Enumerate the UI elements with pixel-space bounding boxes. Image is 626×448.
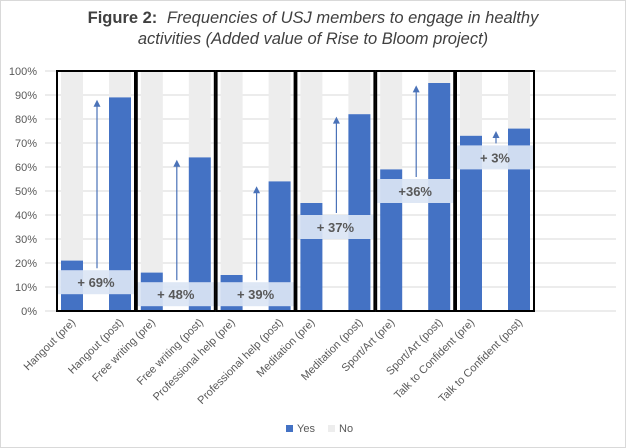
change-label: + 37% xyxy=(317,220,355,235)
chart-title-text: Frequencies of USJ members to engage in … xyxy=(167,9,540,27)
bar-no xyxy=(348,71,371,115)
bar-no xyxy=(428,71,451,83)
annotations: + 69% + 48% + 39% + 37% +36% + 3% xyxy=(56,70,535,312)
y-tick-label: 100% xyxy=(9,66,37,78)
legend-label: Yes xyxy=(297,423,315,435)
legend: Yes No xyxy=(286,423,353,435)
group-box xyxy=(295,70,376,312)
arrow-head xyxy=(412,85,420,93)
y-axis-ticks: 0% 10% 20% 30% 40% 50% 60% 70% 80% 90% 100% xyxy=(9,66,37,318)
highlight-band xyxy=(296,215,375,239)
legend-swatch xyxy=(286,425,293,432)
arrow-head xyxy=(492,131,500,138)
change-label: +36% xyxy=(398,184,432,199)
group-box xyxy=(135,70,216,312)
group-box xyxy=(375,70,456,312)
change-label: + 48% xyxy=(157,287,195,302)
bar-no xyxy=(188,71,211,158)
figure-number: Figure 2: xyxy=(88,9,158,27)
bar-yes xyxy=(348,114,371,311)
y-tick-label: 70% xyxy=(15,138,37,150)
highlight-band xyxy=(57,270,135,295)
bar-yes xyxy=(508,128,530,311)
bar-no xyxy=(109,71,131,98)
bar-no xyxy=(380,71,403,170)
y-tick-label: 20% xyxy=(15,258,37,270)
group-box xyxy=(56,70,136,312)
bar-no xyxy=(300,71,323,203)
highlight-band xyxy=(456,145,534,170)
x-axis-labels: Hangout (pre)Hangout (post)Free writing … xyxy=(22,317,525,407)
change-label: + 3% xyxy=(480,150,510,165)
arrow-head xyxy=(253,186,261,194)
bar-yes xyxy=(380,169,403,311)
y-tick-label: 60% xyxy=(15,162,37,174)
chart-title-line2: activities (Added value of Rise to Bloom… xyxy=(138,30,488,48)
change-label: + 39% xyxy=(237,287,275,302)
legend-label: No xyxy=(339,423,353,435)
arrow-head xyxy=(93,99,101,107)
bar-no xyxy=(61,71,83,261)
highlight-band xyxy=(376,179,455,203)
y-tick-label: 40% xyxy=(15,210,37,222)
highlight-band xyxy=(216,282,295,307)
arrow-head xyxy=(173,159,181,167)
chart-title-line1: Figure 2: Frequencies of USJ members to … xyxy=(88,9,540,27)
bar-no xyxy=(220,71,243,275)
bar-no xyxy=(460,71,482,136)
x-tick-label: Talk to Confident (post) xyxy=(437,317,525,405)
bar-yes xyxy=(460,135,482,311)
bar-no xyxy=(268,71,291,182)
bar-yes xyxy=(109,97,131,312)
change-label: + 69% xyxy=(77,275,115,290)
y-tick-label: 50% xyxy=(15,186,37,198)
y-tick-label: 10% xyxy=(15,282,37,294)
y-tick-label: 0% xyxy=(21,306,37,318)
y-tick-label: 90% xyxy=(15,90,37,102)
group-box xyxy=(455,70,535,312)
group-box xyxy=(215,70,296,312)
highlight-band xyxy=(136,282,215,307)
bar-no xyxy=(140,71,163,273)
bar-yes xyxy=(188,157,211,311)
bar-no xyxy=(508,71,530,129)
arrow-head xyxy=(332,116,340,124)
y-tick-label: 80% xyxy=(15,114,37,126)
y-tick-label: 30% xyxy=(15,234,37,246)
bar-yes xyxy=(268,181,291,311)
legend-swatch xyxy=(328,425,335,432)
